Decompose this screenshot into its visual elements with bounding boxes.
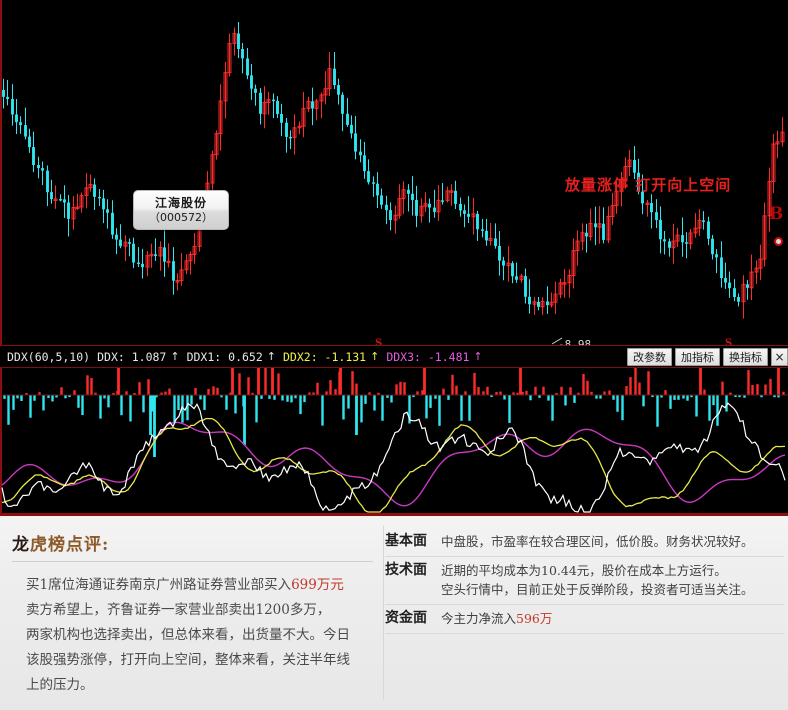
text-line: 上的压力。	[26, 673, 373, 698]
fundamentals-panel: 基本面 中盘股，市盈率在较合理区间，低价股。财务状况较好。 技术面 近期的平均成本为1…	[383, 516, 788, 710]
add-indicator-button[interactable]: 加指标	[675, 348, 720, 366]
fact-row: 资金面 今主力净流入596万	[385, 605, 784, 634]
fact-text: 中盘股，市盈率在较合理区间，低价股。财务状况较好。	[441, 532, 754, 551]
text-segment: 近期的平均成本为10.44元，股价在成本上方运行。	[441, 563, 727, 578]
fact-label: 资金面	[385, 610, 427, 626]
switch-indicator-button[interactable]: 换指标	[723, 348, 768, 366]
commentary-body-text: 买1席位海通证券南京广州路证券营业部买入699万元卖方希望上，齐鲁证券一家营业部…	[26, 573, 373, 698]
text-segment: 空头行情中，目前正处于反弹阶段，投资者可适当关注。	[441, 582, 754, 597]
text-line: 两家机构也选择卖出，但总体来看，出货量不大。今日	[26, 623, 373, 648]
sell-marker-icon: S	[375, 338, 383, 345]
ddx-value-1: DDX1: 0.652	[186, 349, 263, 364]
chart-annotation-text: 放量涨停 打开向上空间	[565, 176, 732, 194]
buy-point-dot-icon	[774, 237, 783, 246]
commentary-section: 龙虎榜点评: 买1席位海通证券南京广州路证券营业部买入699万元卖方希望上，齐鲁…	[0, 513, 788, 710]
buy-marker-icon: B	[769, 204, 784, 224]
panel-vertical-divider	[383, 526, 384, 700]
chart-left-border	[0, 0, 2, 345]
change-parameters-button[interactable]: 改参数	[627, 348, 672, 366]
ddx-value-2: DDX2: -1.131	[282, 349, 367, 364]
ddx-value-3: DDX3: -1.481	[386, 349, 470, 364]
stock-code-label: （000572）	[149, 210, 213, 224]
commentary-divider	[12, 561, 373, 562]
commentary-title-rest: 虎榜点评:	[30, 535, 110, 555]
sell-marker-icon: S	[725, 338, 733, 345]
fact-row: 技术面 近期的平均成本为10.44元，股价在成本上方运行。空头行情中，目前正处于反…	[385, 557, 784, 605]
indicator-name-label: DDX(60,5,10)	[7, 349, 91, 364]
fact-label: 技术面	[385, 562, 427, 578]
commentary-title-first: 龙	[12, 535, 30, 555]
text-line: 买1席位海通证券南京广州路证券营业部买入699万元	[26, 573, 373, 598]
text-line: 该股强势涨停，打开向上空间，整体来看，关注半年线	[26, 648, 373, 673]
text-segment: 该股强势涨停，打开向上空间，整体来看，关注半年线	[26, 652, 350, 668]
ddx-arrow-1: ↑	[266, 350, 276, 363]
text-line: 中盘股，市盈率在较合理区间，低价股。财务状况较好。	[441, 532, 754, 551]
text-line: 卖方希望上，齐鲁证券一家营业部卖出1200多万，	[26, 598, 373, 623]
low-price-label: -8.98	[558, 338, 592, 345]
commentary-title: 龙虎榜点评:	[12, 530, 373, 555]
ddx-arrow-3: ↑	[473, 350, 483, 363]
text-line: 今主力净流入596万	[441, 609, 552, 628]
ddx-header-bar: DDX(60,5,10) DDX: 1.087 ↑ DDX1: 0.652 ↑ …	[0, 346, 788, 368]
fact-text: 今主力净流入596万	[441, 609, 552, 628]
dragon-tiger-commentary: 龙虎榜点评: 买1席位海通证券南京广州路证券营业部买入699万元卖方希望上，齐鲁…	[0, 516, 383, 710]
ddx-indicator-panel: DDX(60,5,10) DDX: 1.087 ↑ DDX1: 0.652 ↑ …	[0, 345, 788, 514]
close-icon[interactable]: ×	[771, 348, 788, 366]
facts-list: 基本面 中盘股，市盈率在较合理区间，低价股。财务状况较好。 技术面 近期的平均成本为1…	[385, 528, 784, 634]
main-candlestick-chart[interactable]: 江海股份 （000572） 放量涨停 打开向上空间 B S S -8.98	[0, 0, 788, 345]
ddx-left-border	[0, 368, 2, 514]
ddx-arrow-2: ↑	[370, 350, 380, 363]
text-line: 空头行情中，目前正处于反弹阶段，投资者可适当关注。	[441, 580, 754, 599]
text-segment: 中盘股，市盈率在较合理区间，低价股。财务状况较好。	[441, 534, 754, 549]
stock-name-label: 江海股份	[154, 195, 207, 210]
fact-label: 基本面	[385, 533, 427, 549]
stock-name-badge: 江海股份 （000572）	[133, 190, 229, 230]
text-segment: 两家机构也选择卖出，但总体来看，出货量不大。今日	[26, 627, 350, 643]
ddx-value-0: DDX: 1.087	[97, 349, 167, 364]
text-segment: 上的压力。	[26, 677, 94, 693]
fact-text: 近期的平均成本为10.44元，股价在成本上方运行。空头行情中，目前正处于反弹阶段…	[441, 561, 754, 599]
text-segment: 卖方希望上，齐鲁证券一家营业部卖出1200多万，	[26, 602, 331, 618]
ddx-arrow-0: ↑	[170, 350, 180, 363]
ddx-plot-body[interactable]	[0, 368, 788, 514]
text-segment: 今主力净流入	[441, 611, 517, 626]
fact-row: 基本面 中盘股，市盈率在较合理区间，低价股。财务状况较好。	[385, 528, 784, 557]
text-segment: 买1席位海通证券南京广州路证券营业部买入	[26, 577, 292, 593]
ddx-canvas	[0, 368, 788, 513]
ddx-button-group: 改参数 加指标 换指标 ×	[627, 348, 788, 366]
highlighted-value: 699万元	[291, 577, 344, 593]
candlestick-canvas	[2, 21, 785, 345]
highlighted-value: 596万	[516, 611, 553, 626]
text-line: 近期的平均成本为10.44元，股价在成本上方运行。	[441, 561, 754, 580]
